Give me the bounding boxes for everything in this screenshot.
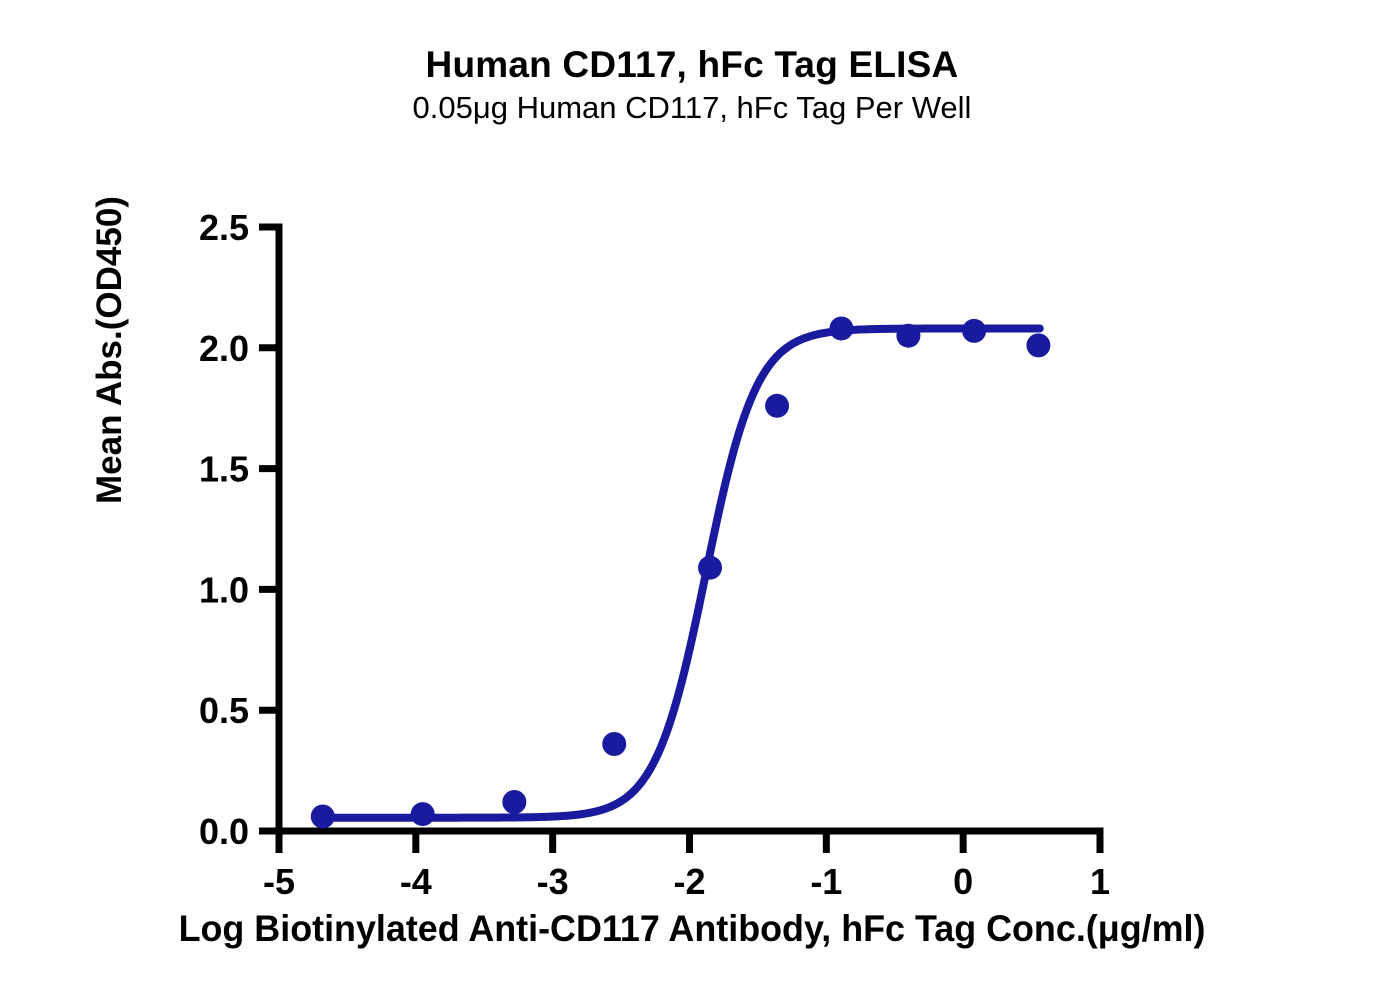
data-point-marker — [698, 555, 723, 580]
data-point-marker — [962, 318, 987, 343]
y-tick-label: 2.0 — [199, 328, 249, 369]
x-axis-title: Log Biotinylated Anti-CD117 Antibody, hF… — [178, 908, 1206, 949]
x-tick-label: -5 — [263, 861, 295, 902]
x-tick-label: 1 — [1090, 861, 1110, 902]
x-tick-label: -2 — [673, 861, 705, 902]
page-title: Human CD117, hFc Tag ELISA — [425, 44, 959, 85]
y-tick-label: 0.5 — [199, 690, 249, 731]
y-tick-label: 2.5 — [199, 207, 249, 248]
data-point-marker — [829, 316, 854, 341]
title-block: Human CD117, hFc Tag ELISA 0.05μg Human … — [0, 44, 1384, 126]
y-tick-label: 0.0 — [199, 811, 249, 852]
x-tick-labels: -5 -4 -3 -2 -1 0 1 — [263, 861, 1110, 902]
data-point-marker — [502, 790, 527, 815]
data-point-marker — [410, 802, 435, 827]
x-tick-label: -1 — [810, 861, 842, 902]
data-point-marker — [765, 393, 790, 418]
x-tick-label: -4 — [400, 861, 432, 902]
data-series-layer — [310, 316, 1051, 829]
x-tick-label: 0 — [953, 861, 973, 902]
y-tick-label: 1.5 — [199, 449, 249, 490]
fit-curve — [318, 324, 1044, 822]
x-axis-ticks — [275, 831, 1104, 853]
data-point-marker — [896, 323, 921, 348]
axis-lines — [275, 223, 1104, 835]
data-point-marker — [1026, 333, 1051, 358]
page-subtitle: 0.05μg Human CD117, hFc Tag Per Well — [412, 90, 972, 126]
y-tick-label: 1.0 — [199, 569, 249, 610]
y-tick-labels: 0.0 0.5 1.0 1.5 2.0 2.5 — [199, 207, 249, 852]
data-point-marker — [602, 732, 627, 757]
x-tick-label: -3 — [537, 861, 569, 902]
data-point-marker — [310, 804, 335, 829]
